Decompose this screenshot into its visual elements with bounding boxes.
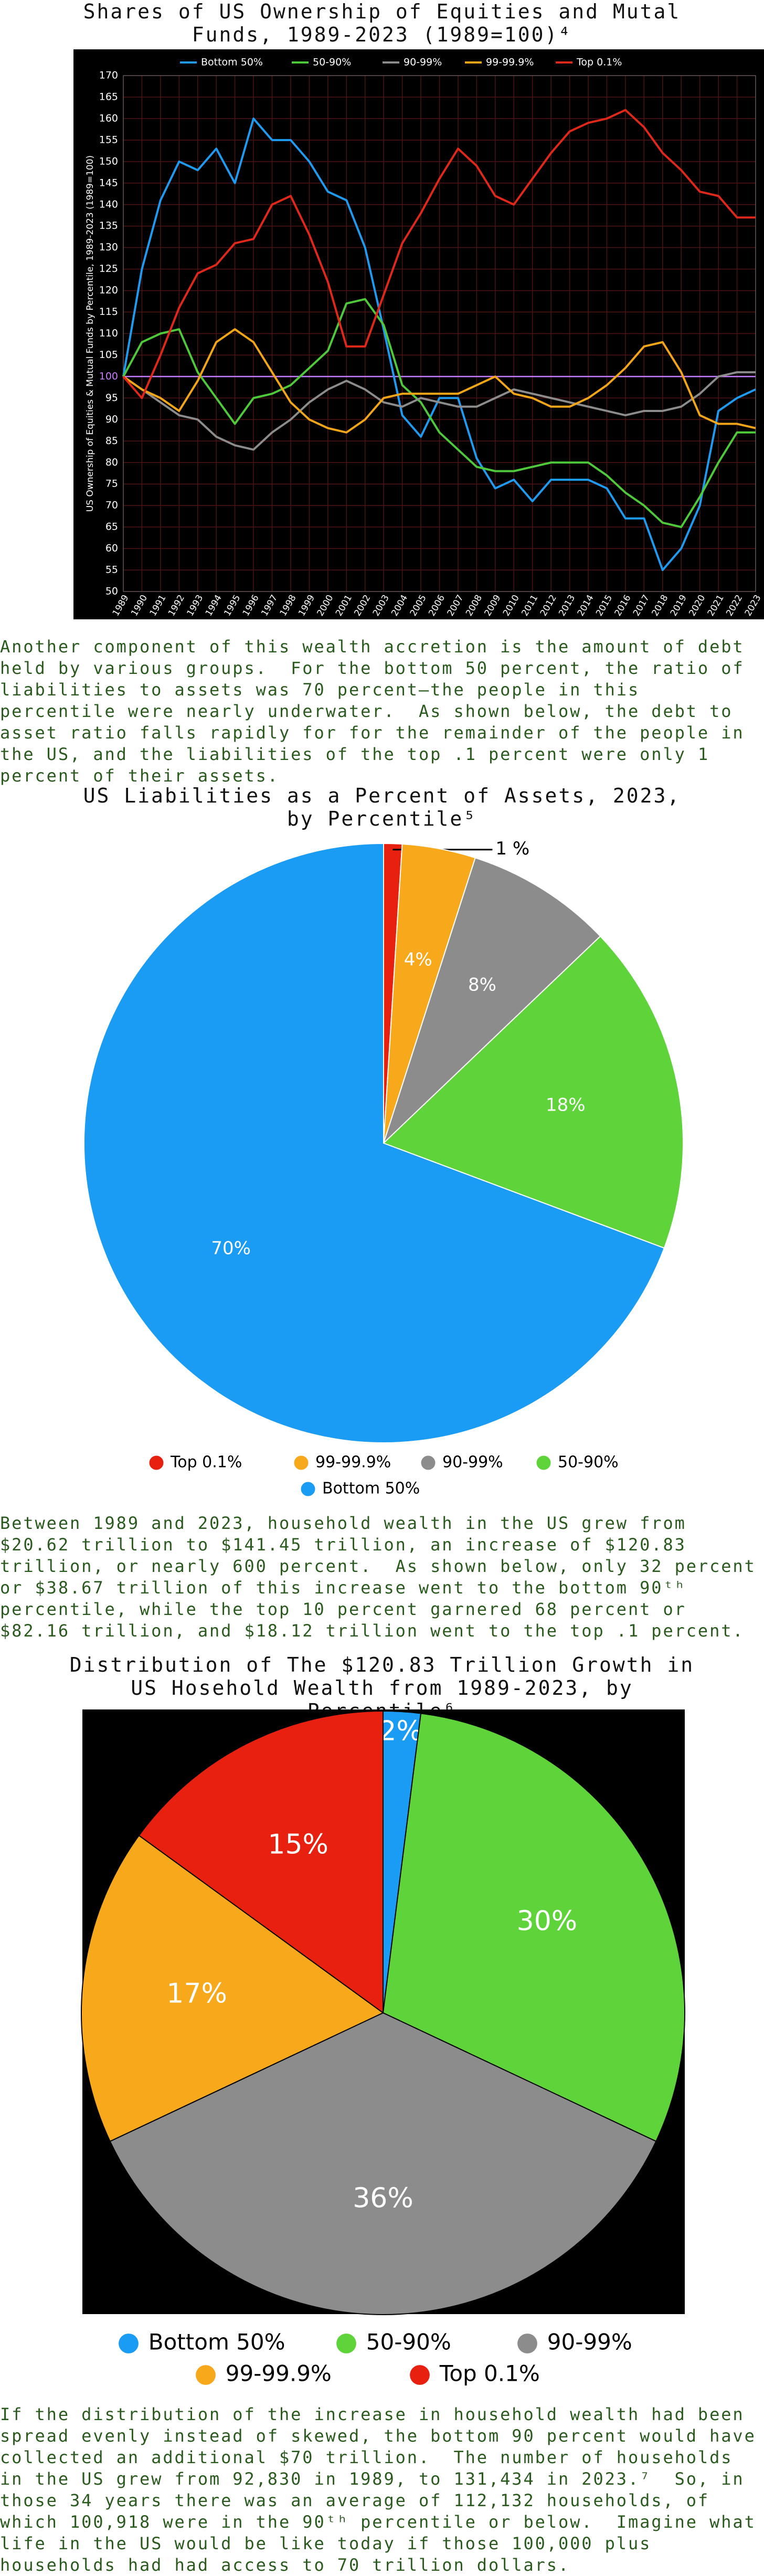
legend-swatch [294, 1455, 309, 1470]
slice-label: 1 % [495, 838, 529, 859]
legend-label: Top 0.1% [439, 2361, 540, 2387]
paragraph: Another component of this wealth accreti… [0, 637, 756, 786]
data-line [122, 109, 756, 399]
pie-slice [138, 1710, 384, 2014]
y-tick-label: 55 [105, 564, 118, 576]
pie-slice [382, 1713, 685, 2142]
y-tick-label: 145 [99, 177, 118, 188]
y-tick-label: 115 [99, 306, 118, 318]
legend-swatch [536, 1455, 551, 1470]
slice-label: 15% [268, 1829, 328, 1860]
legend-label: Top 0.1% [576, 57, 622, 68]
y-tick-label: 60 [105, 543, 118, 554]
y-tick-label: 165 [99, 91, 118, 102]
chart-title: Shares of US Ownership of Equities and M… [83, 0, 681, 46]
paragraph: If the distribution of the increase in h… [0, 2404, 756, 2575]
y-tick-label: 110 [99, 328, 118, 339]
y-tick-label: 140 [99, 198, 118, 210]
pie-chart: 1 % 4% 8% 18% 70% Top 0.1% 99-99.9% 90-99% 50-90… [83, 838, 684, 1498]
legend-label: 90-99% [547, 2329, 632, 2355]
slice-label: 18% [546, 1094, 586, 1115]
y-tick-label: 120 [99, 284, 118, 296]
legend-label: 99-99.9% [486, 57, 534, 68]
legend-label: Top 0.1% [170, 1453, 242, 1472]
slice-label: 17% [166, 1978, 227, 2009]
pie-slice [83, 842, 665, 1443]
slice-label: 8% [468, 975, 496, 996]
y-tick-label: 75 [105, 478, 118, 490]
legend-label: 50-90% [366, 2329, 451, 2355]
y-tick-label: 50 [105, 586, 118, 597]
legend-swatch [149, 1455, 164, 1470]
pie-slice [109, 2012, 657, 2316]
slice-label: 30% [517, 1905, 578, 1937]
pie-slice [81, 1834, 384, 2142]
y-tick-label: 70 [105, 500, 118, 511]
y-tick-label: 160 [99, 112, 118, 124]
y-tick-label: 85 [105, 435, 118, 447]
legend-label: Bottom 50% [148, 2329, 285, 2355]
legend-label: Bottom 50% [201, 57, 263, 68]
legend-swatch [421, 1455, 436, 1470]
paragraph: Between 1989 and 2023, household wealth … [0, 1513, 756, 1641]
y-tick-label: 150 [99, 155, 118, 167]
slice-label: 36% [353, 2183, 413, 2214]
y-tick-label: 65 [105, 521, 118, 533]
y-tick-label: 130 [99, 241, 118, 253]
plot-background [73, 49, 764, 619]
legend-swatch [196, 2365, 216, 2385]
chart-title: US Liabilities as a Percent of Assets, 2… [83, 784, 681, 830]
y-tick-label: 125 [99, 263, 118, 275]
legend-label: 90-99% [404, 57, 442, 68]
y-tick-label: 155 [99, 134, 118, 145]
pie-slice [383, 857, 601, 1144]
legend-swatch [301, 1482, 315, 1496]
pie-chart: 2% 30% 36% 17% 15% Bottom 50% 50-90% 90-99% 99-9… [81, 1709, 685, 2387]
legend-label: 50-90% [313, 57, 351, 68]
y-tick-label: 90 [105, 414, 118, 425]
legend-label: 90-99% [442, 1453, 503, 1472]
legend-label: Bottom 50% [322, 1480, 420, 1498]
legend-label: 50-90% [558, 1453, 619, 1472]
legend-swatch [410, 2365, 430, 2385]
legend-swatch [517, 2334, 537, 2353]
data-line [122, 298, 756, 529]
data-line [122, 328, 756, 434]
data-line [122, 371, 756, 451]
y-tick-label: 80 [105, 457, 118, 468]
data-line [122, 117, 756, 572]
legend-label: 99-99.9% [226, 2361, 332, 2387]
y-tick-label: 95 [105, 392, 118, 404]
legend-swatch [119, 2334, 139, 2353]
y-tick-label: 135 [99, 220, 118, 231]
slice-label: 2% [379, 1715, 422, 1747]
y-tick-label: 170 [99, 70, 118, 81]
pie-slice [383, 935, 684, 1249]
legend-swatch [336, 2334, 356, 2353]
slice-label: 70% [211, 1238, 251, 1259]
y-axis-label: US Ownership of Equities & Mutual Funds … [85, 155, 96, 512]
slice-label: 4% [404, 949, 432, 970]
y-tick-label: 105 [99, 349, 118, 361]
y-tick-label: 100 [99, 371, 118, 382]
legend-label: 99-99.9% [315, 1453, 391, 1472]
line-chart: 50 55 60 65 70 75 80 85 90 95 100 105 110 115 120 125 13… [73, 49, 764, 619]
plot-border [123, 75, 756, 592]
